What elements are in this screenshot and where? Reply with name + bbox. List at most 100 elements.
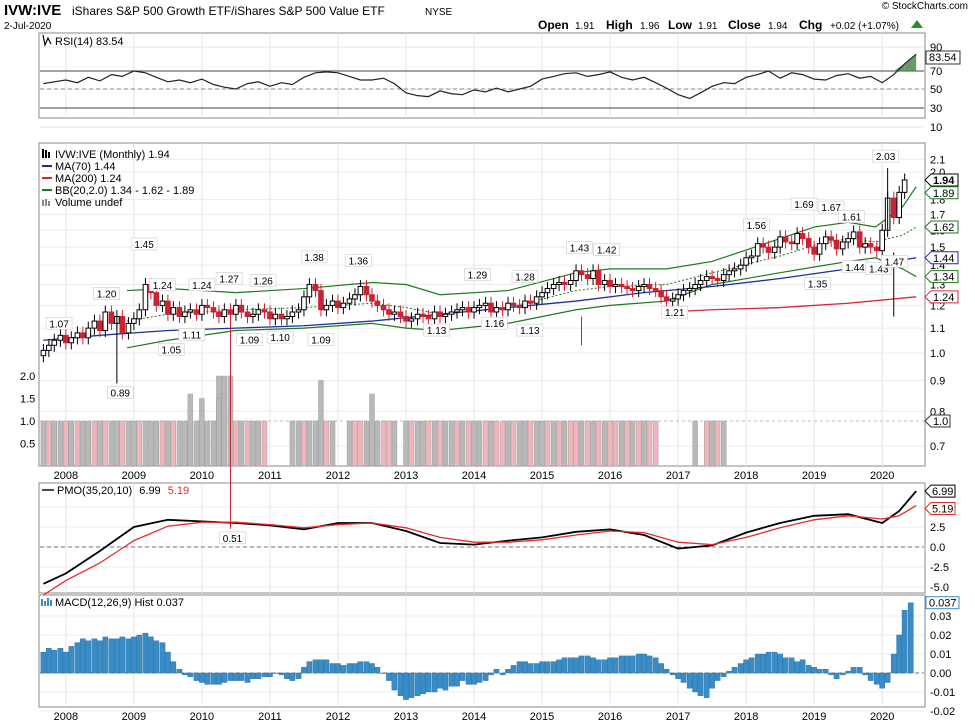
quote-low-value: 1.91: [698, 21, 718, 32]
candlestick: [890, 191, 897, 225]
macd-hist-bar: [425, 672, 432, 693]
volume-bar: [584, 420, 591, 467]
candle-body: [590, 270, 596, 280]
candle-body: [510, 302, 517, 306]
quote-change-label: Chg: [799, 18, 822, 32]
candle-body: [374, 300, 381, 306]
macd-hist-bar: [720, 672, 727, 677]
quote-open-value: 1.91: [575, 21, 595, 32]
candle-body: [57, 334, 64, 341]
macd-hist-bar: [743, 659, 749, 674]
price-value-label: 1.62: [924, 220, 959, 234]
candlestick: [646, 278, 653, 296]
candlestick: [306, 278, 313, 304]
macd-hist-bar: [216, 672, 222, 685]
right-value-labels: 83.54 1.941.89 1.62 1.44 1.34 1.24 1.0 6.99 5.19…: [924, 50, 961, 610]
volume-bar: [471, 420, 477, 467]
annotation-box: [130, 237, 158, 251]
candle-body: [323, 304, 330, 311]
candlestick: [397, 305, 404, 324]
candle-body: [550, 283, 557, 290]
volume-bar: [136, 420, 143, 467]
candlestick: [221, 303, 228, 324]
volume-bar: [590, 420, 596, 467]
macd-tick-label: -0.01: [930, 687, 955, 699]
candlestick: [754, 237, 761, 263]
chart-gridlines: [40, 33, 924, 712]
macd-hist-bar: [816, 669, 823, 674]
macd-hist-bar: [46, 648, 52, 674]
pmo-tick-label: -2.5: [930, 562, 949, 574]
candlestick: [612, 278, 619, 294]
volume-bar: [561, 420, 568, 467]
candlestick: [743, 251, 749, 272]
candle-body: [641, 283, 647, 288]
volume-bar: [352, 420, 358, 467]
candle-body: [165, 300, 171, 315]
value-label-box: [924, 251, 959, 265]
candlestick: [595, 264, 602, 292]
candlestick: [482, 296, 489, 313]
candle-body: [255, 309, 262, 315]
macd-hist-bar: [856, 667, 863, 674]
volume-bar: [431, 420, 438, 467]
annotation-text: 1.07: [49, 319, 69, 330]
candle-body: [46, 344, 52, 351]
candlestick: [850, 225, 857, 246]
volume-bar: [539, 420, 545, 467]
candle-body: [476, 304, 483, 309]
x-axis-label-bottom: 2016: [598, 711, 622, 723]
pmo-value-box: [924, 484, 956, 498]
annotation-box: [106, 386, 134, 399]
volume-bar: [403, 420, 409, 467]
candle-body: [709, 276, 715, 280]
candlestick: [822, 230, 829, 251]
price-tick-label: 1.1: [930, 323, 945, 335]
candlestick: [522, 294, 528, 315]
macd-hist-bar: [233, 672, 239, 681]
candlestick: [85, 321, 92, 345]
candle-body: [221, 309, 228, 318]
macd-hist-bar: [550, 661, 557, 674]
annotation-box: [215, 272, 243, 285]
candle-body: [799, 233, 806, 240]
candlestick: [448, 305, 455, 321]
candle-body: [516, 304, 523, 309]
candle-body: [153, 292, 160, 306]
candle-body: [102, 311, 109, 331]
candle-body: [74, 332, 81, 339]
volume-bar: [74, 420, 81, 467]
x-axis-label-bottom: 2017: [666, 711, 690, 723]
x-axis-label-bottom: 2018: [734, 711, 758, 723]
macd-hist-bar: [635, 653, 642, 674]
candlestick: [544, 282, 551, 300]
y-axis-ticks: 90705030102.12.01.81.71.61.51.41.31.21.1…: [20, 42, 955, 718]
annotation-box: [93, 287, 120, 300]
candle-body: [890, 197, 897, 219]
candle-body: [845, 238, 851, 243]
volume-bar: [533, 420, 540, 467]
macd-hist-bar: [794, 661, 800, 674]
macd-hist-bar: [612, 657, 619, 674]
candlestick: [720, 268, 727, 288]
candlestick: [63, 328, 69, 350]
macd-hist-bar: [51, 650, 58, 674]
candle-body: [312, 283, 319, 292]
macd-tick-label: 0.01: [930, 649, 951, 661]
candle-body: [357, 286, 364, 296]
macd-hist-bar: [590, 657, 596, 674]
annotation-text: 0.51: [223, 534, 243, 545]
x-axis-label-bottom: 2019: [802, 711, 826, 723]
annotation-box: [838, 210, 865, 223]
candle-body: [289, 311, 296, 318]
macd-hist-bar: [323, 659, 330, 674]
candle-body: [584, 274, 591, 280]
volume-bar: [386, 420, 392, 467]
candle-body: [635, 286, 642, 292]
price-annotation: 1.11: [178, 328, 206, 342]
macd-hist-bar: [420, 672, 426, 695]
price-annotation: 1.07: [45, 317, 73, 330]
candlestick: [505, 296, 511, 317]
candle-body: [465, 307, 472, 313]
